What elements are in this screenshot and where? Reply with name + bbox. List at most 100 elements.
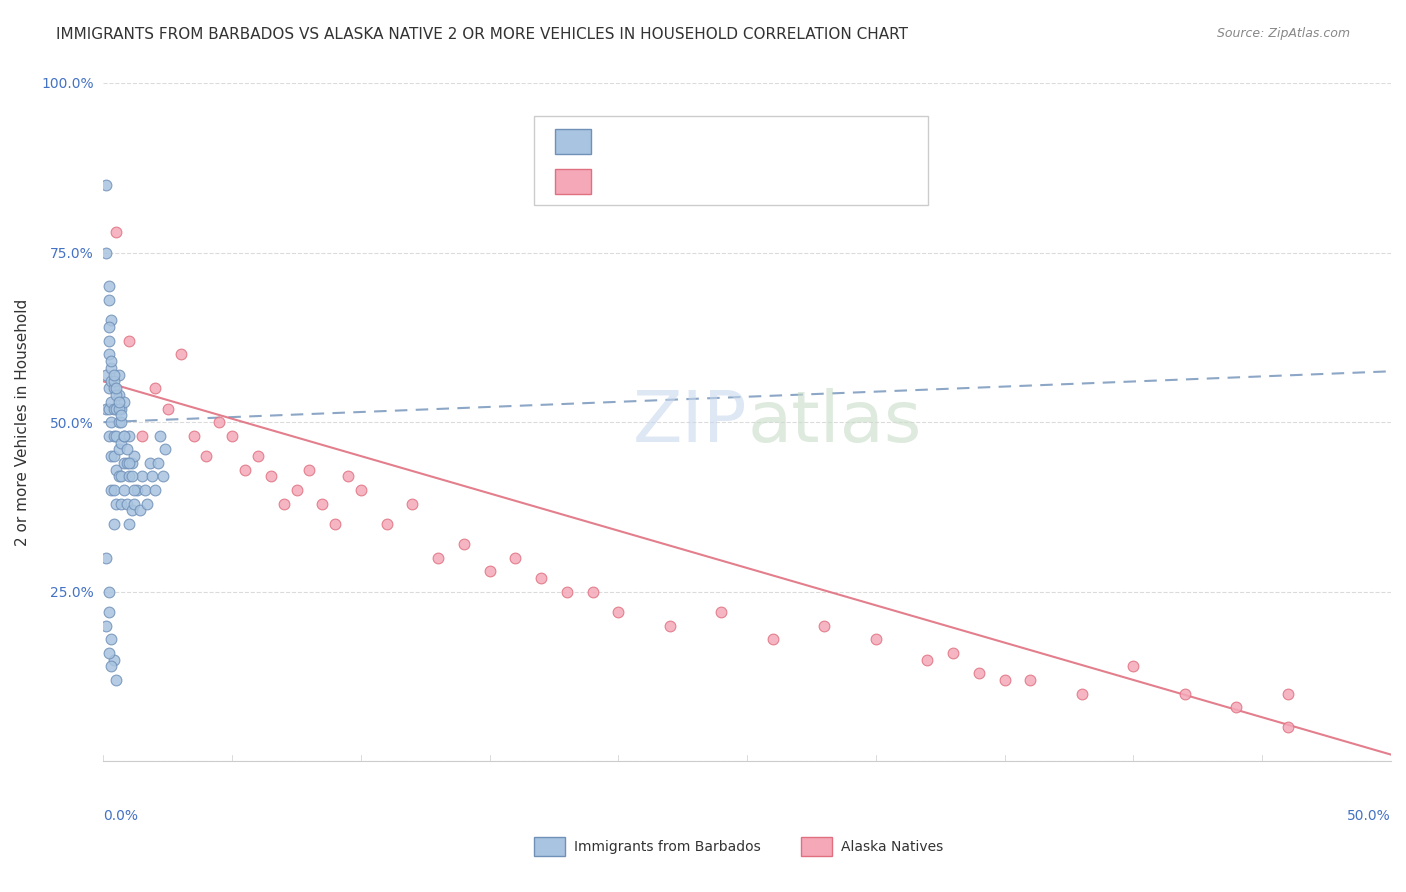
- Point: [103, 368, 125, 382]
- Point: [221, 428, 243, 442]
- Point: [311, 497, 333, 511]
- Point: [208, 415, 231, 429]
- Point: [273, 497, 295, 511]
- Point: [97, 293, 120, 307]
- Point: [110, 415, 132, 429]
- Text: 0.0%: 0.0%: [104, 809, 138, 823]
- Point: [100, 354, 122, 368]
- Point: [110, 469, 132, 483]
- Point: [100, 483, 122, 497]
- Point: [100, 394, 122, 409]
- Point: [607, 605, 630, 619]
- Point: [108, 394, 131, 409]
- Point: [97, 401, 120, 416]
- Text: 0.063: 0.063: [644, 136, 692, 150]
- Point: [105, 401, 128, 416]
- Point: [139, 456, 162, 470]
- Point: [103, 401, 125, 416]
- Point: [94, 618, 117, 632]
- Point: [97, 584, 120, 599]
- Point: [131, 428, 153, 442]
- Text: N =: N =: [696, 136, 730, 150]
- Point: [100, 375, 122, 389]
- Point: [1071, 687, 1094, 701]
- Point: [762, 632, 785, 647]
- Point: [105, 428, 128, 442]
- Point: [112, 456, 135, 470]
- Point: [112, 483, 135, 497]
- Point: [100, 360, 122, 375]
- Text: IMMIGRANTS FROM BARBADOS VS ALASKA NATIVE 2 OR MORE VEHICLES IN HOUSEHOLD CORREL: IMMIGRANTS FROM BARBADOS VS ALASKA NATIV…: [56, 27, 908, 42]
- Point: [110, 435, 132, 450]
- Point: [97, 646, 120, 660]
- Point: [183, 428, 205, 442]
- Point: [505, 550, 527, 565]
- Point: [530, 571, 553, 585]
- Point: [112, 428, 135, 442]
- Point: [285, 483, 308, 497]
- Point: [246, 449, 269, 463]
- Text: R =: R =: [605, 176, 638, 190]
- Point: [103, 375, 125, 389]
- Point: [105, 497, 128, 511]
- Text: Immigrants from Barbados: Immigrants from Barbados: [574, 839, 761, 854]
- Point: [233, 463, 256, 477]
- Point: [105, 388, 128, 402]
- Point: [942, 646, 965, 660]
- Point: [1277, 721, 1299, 735]
- Point: [124, 449, 146, 463]
- Point: [555, 584, 578, 599]
- Point: [401, 497, 423, 511]
- Point: [298, 463, 321, 477]
- Point: [108, 368, 131, 382]
- Point: [110, 401, 132, 416]
- Point: [108, 469, 131, 483]
- Point: [118, 469, 141, 483]
- Point: [131, 469, 153, 483]
- Point: [427, 550, 450, 565]
- Point: [136, 497, 159, 511]
- Point: [1122, 659, 1144, 673]
- Point: [375, 516, 398, 531]
- Point: [124, 497, 146, 511]
- Point: [108, 388, 131, 402]
- Point: [108, 401, 131, 416]
- Point: [582, 584, 605, 599]
- Point: [143, 483, 166, 497]
- Point: [141, 469, 163, 483]
- Point: [170, 347, 193, 361]
- Point: [710, 605, 733, 619]
- Text: atlas: atlas: [747, 388, 921, 457]
- Point: [105, 673, 128, 687]
- Point: [100, 313, 122, 327]
- Point: [103, 516, 125, 531]
- Point: [97, 334, 120, 348]
- Point: [97, 605, 120, 619]
- Point: [260, 469, 283, 483]
- Point: [115, 442, 138, 457]
- Point: [1174, 687, 1197, 701]
- Point: [100, 632, 122, 647]
- Point: [121, 469, 143, 483]
- Point: [143, 381, 166, 395]
- Point: [94, 550, 117, 565]
- Point: [1277, 687, 1299, 701]
- Point: [125, 483, 148, 497]
- Point: [134, 483, 156, 497]
- Point: [118, 456, 141, 470]
- Point: [112, 394, 135, 409]
- Point: [94, 368, 117, 382]
- Point: [1019, 673, 1042, 687]
- Point: [110, 409, 132, 423]
- Point: [118, 428, 141, 442]
- Point: [124, 483, 146, 497]
- Point: [115, 497, 138, 511]
- Point: [103, 483, 125, 497]
- Point: [195, 449, 218, 463]
- Point: [453, 537, 475, 551]
- Point: [97, 347, 120, 361]
- Point: [94, 245, 117, 260]
- Text: 86: 86: [728, 136, 749, 150]
- Point: [97, 320, 120, 334]
- Point: [97, 279, 120, 293]
